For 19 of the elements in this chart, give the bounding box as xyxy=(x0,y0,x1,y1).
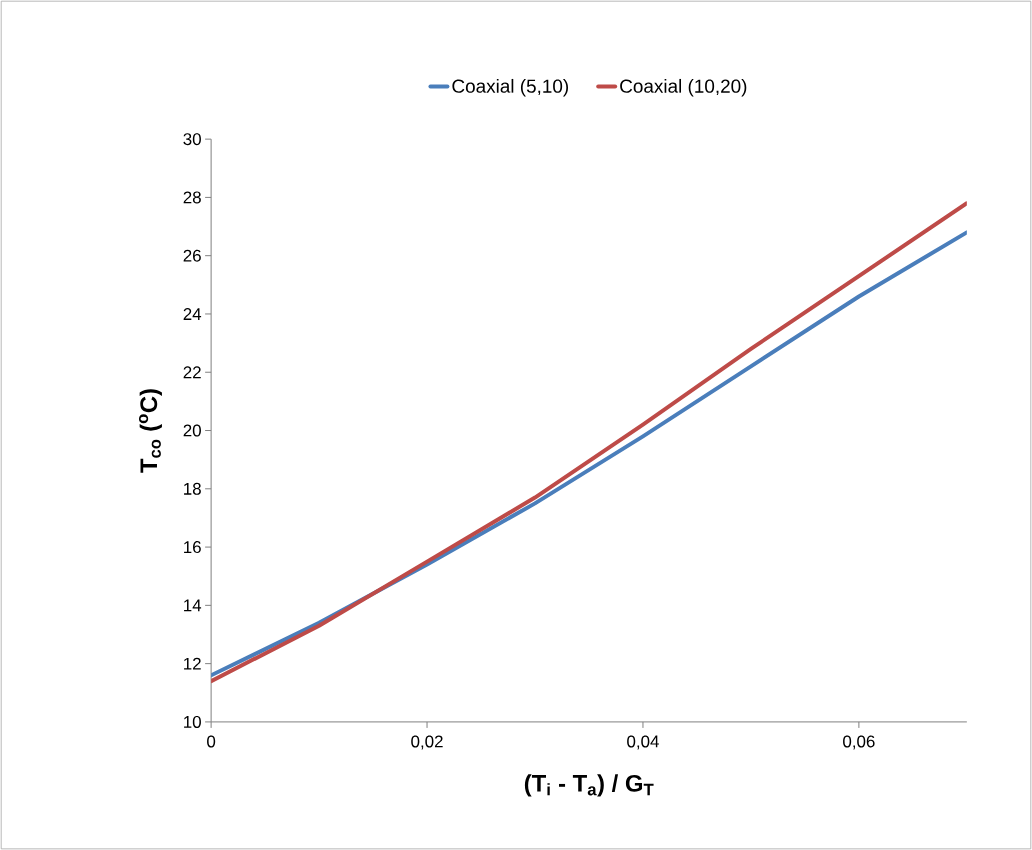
text: T$_{co}$ ($^{o}$C) xyxy=(139,389,162,473)
y-tick-label: 26 xyxy=(183,249,201,262)
y-tick-label: 14 xyxy=(184,599,202,612)
x-tick-label: 0,06 xyxy=(843,735,875,750)
y-tick-label: 20 xyxy=(183,424,201,437)
x-tick-label: 0 xyxy=(207,735,216,748)
legend-label: Coaxial (5,10) xyxy=(452,78,569,97)
text: (T$_{i}$ - T$_{a}$) / G$_{T}$ xyxy=(524,774,654,797)
y-tick-label: 18 xyxy=(184,482,201,495)
x-tick-label: 0,02 xyxy=(411,735,443,750)
y-tick-label: 10 xyxy=(184,715,201,728)
x-tick-label: 0,04 xyxy=(627,735,659,750)
y-tick-label: 16 xyxy=(184,541,201,554)
y-tick-label: 12 xyxy=(184,657,201,670)
y-tick-label: 22 xyxy=(183,366,201,379)
y-tick-label: 30 xyxy=(183,133,201,146)
y-tick-label: 28 xyxy=(183,191,201,204)
legend-label: Coaxial (10,20) xyxy=(620,78,747,97)
y-tick-label: 24 xyxy=(183,308,202,320)
